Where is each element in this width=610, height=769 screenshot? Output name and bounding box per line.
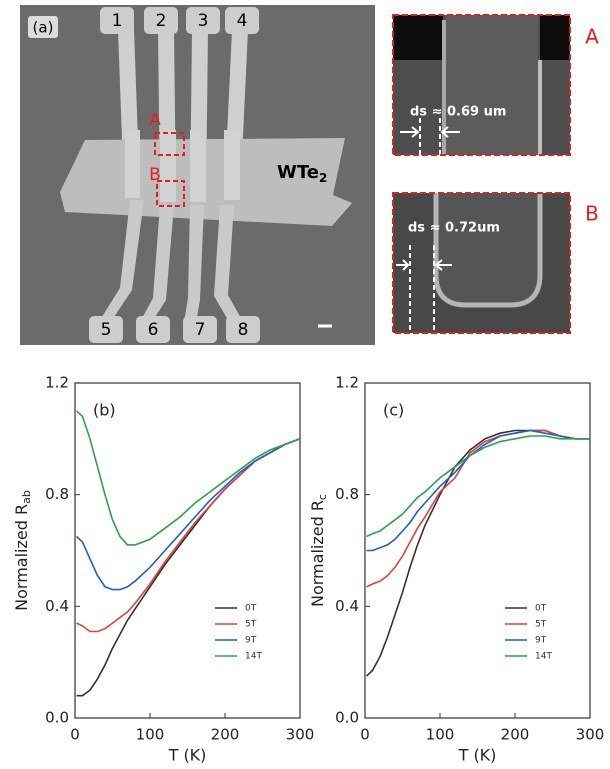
y-axis-label: Normalized Rc xyxy=(308,494,330,607)
series-line xyxy=(366,429,590,588)
legend-label: 9T xyxy=(535,636,547,646)
electrodes-over-flake xyxy=(125,130,240,202)
x-axis-label: T (K) xyxy=(168,746,207,765)
y-tick-label: 0.0 xyxy=(335,709,359,727)
region-label: B xyxy=(149,165,161,185)
y-tick-label: 0.8 xyxy=(45,485,69,503)
electrode-label: 4 xyxy=(237,11,248,31)
label-box xyxy=(225,7,259,34)
y-tick-label: 0.4 xyxy=(335,597,359,615)
legend-label: 0T xyxy=(535,604,547,614)
y-tick-label: 0.0 xyxy=(45,709,69,727)
legend-label: 0T xyxy=(245,604,257,614)
x-tick-label: 300 xyxy=(576,726,605,744)
series-line xyxy=(366,429,590,552)
x-tick-label: 100 xyxy=(426,726,455,744)
label-box xyxy=(144,7,178,34)
legend-label: 5T xyxy=(535,620,547,630)
electrode-label: 3 xyxy=(198,11,209,31)
x-tick-label: 0 xyxy=(360,726,370,744)
label-box xyxy=(186,7,220,34)
electrode-label: 6 xyxy=(148,320,159,340)
legend-label: 14T xyxy=(245,652,262,662)
x-tick-label: 300 xyxy=(286,726,315,744)
y-label-main: Normalized R xyxy=(12,504,31,611)
electrode-labels: 1 2 3 4 5 6 7 8 xyxy=(89,7,260,343)
label-box xyxy=(89,316,123,343)
electrode-label: 1 xyxy=(112,11,123,31)
electrode-label: 8 xyxy=(238,320,249,340)
x-tick-label: 0 xyxy=(70,726,80,744)
series-line xyxy=(366,435,590,538)
region-box xyxy=(156,180,185,207)
label-box xyxy=(226,316,260,343)
inset-b: ds ≈ 0.72um B xyxy=(392,192,599,334)
inset-a: ds ≈ 0.69 um A xyxy=(392,14,599,156)
sem-image: (a) A B WTe2 xyxy=(20,5,375,345)
chart: 0.0 0.4 0.8 1.2 0 100 200 300 T (K) Normalized Ra… xyxy=(12,374,315,765)
bottom-electrodes xyxy=(100,200,242,322)
label-box xyxy=(183,316,217,343)
y-tick-label: 1.2 xyxy=(335,374,359,392)
electrode-label: 5 xyxy=(101,320,112,340)
plot-frame xyxy=(74,382,301,719)
series-line xyxy=(75,410,301,546)
y-tick-label: 0.8 xyxy=(335,485,359,503)
y-tick-label: 1.2 xyxy=(45,374,69,392)
region-box xyxy=(154,132,185,156)
legend-label: 5T xyxy=(245,620,257,630)
legend-label: 14T xyxy=(535,652,552,662)
inset-label: B xyxy=(585,202,599,226)
label-box xyxy=(136,316,170,343)
legend-label: 9T xyxy=(245,636,257,646)
x-tick-label: 200 xyxy=(501,726,530,744)
series-line xyxy=(76,438,301,697)
chart: 0.0 0.4 0.8 1.2 0 100 200 300 T (K) Normalized Rc… xyxy=(308,374,605,765)
x-tick-label: 200 xyxy=(211,726,240,744)
series-line xyxy=(365,429,590,677)
series-line xyxy=(75,438,301,591)
y-label-sub: c xyxy=(316,494,329,500)
x-tick-label: 100 xyxy=(136,726,165,744)
inset-annotation: ds ≈ 0.72um xyxy=(408,221,500,236)
y-tick-label: 0.4 xyxy=(45,597,69,615)
electrode-label: 2 xyxy=(156,11,167,31)
panel-label: (b) xyxy=(93,401,116,420)
panel-label: (a) xyxy=(33,19,54,37)
inset-label: A xyxy=(585,25,599,49)
y-label-sub: ab xyxy=(20,490,33,504)
panel-label: (c) xyxy=(383,401,404,420)
label-box xyxy=(100,7,134,34)
x-axis-label: T (K) xyxy=(458,746,497,765)
electrode-label: 7 xyxy=(195,320,206,340)
y-axis-label: Normalized Rab xyxy=(12,490,34,611)
plot-frame xyxy=(364,382,591,719)
inset-annotation: ds ≈ 0.69 um xyxy=(410,105,506,120)
label-box xyxy=(28,16,58,38)
material-label: WTe2 xyxy=(277,162,327,185)
region-label: A xyxy=(149,110,161,130)
y-label-main: Normalized R xyxy=(308,500,327,607)
